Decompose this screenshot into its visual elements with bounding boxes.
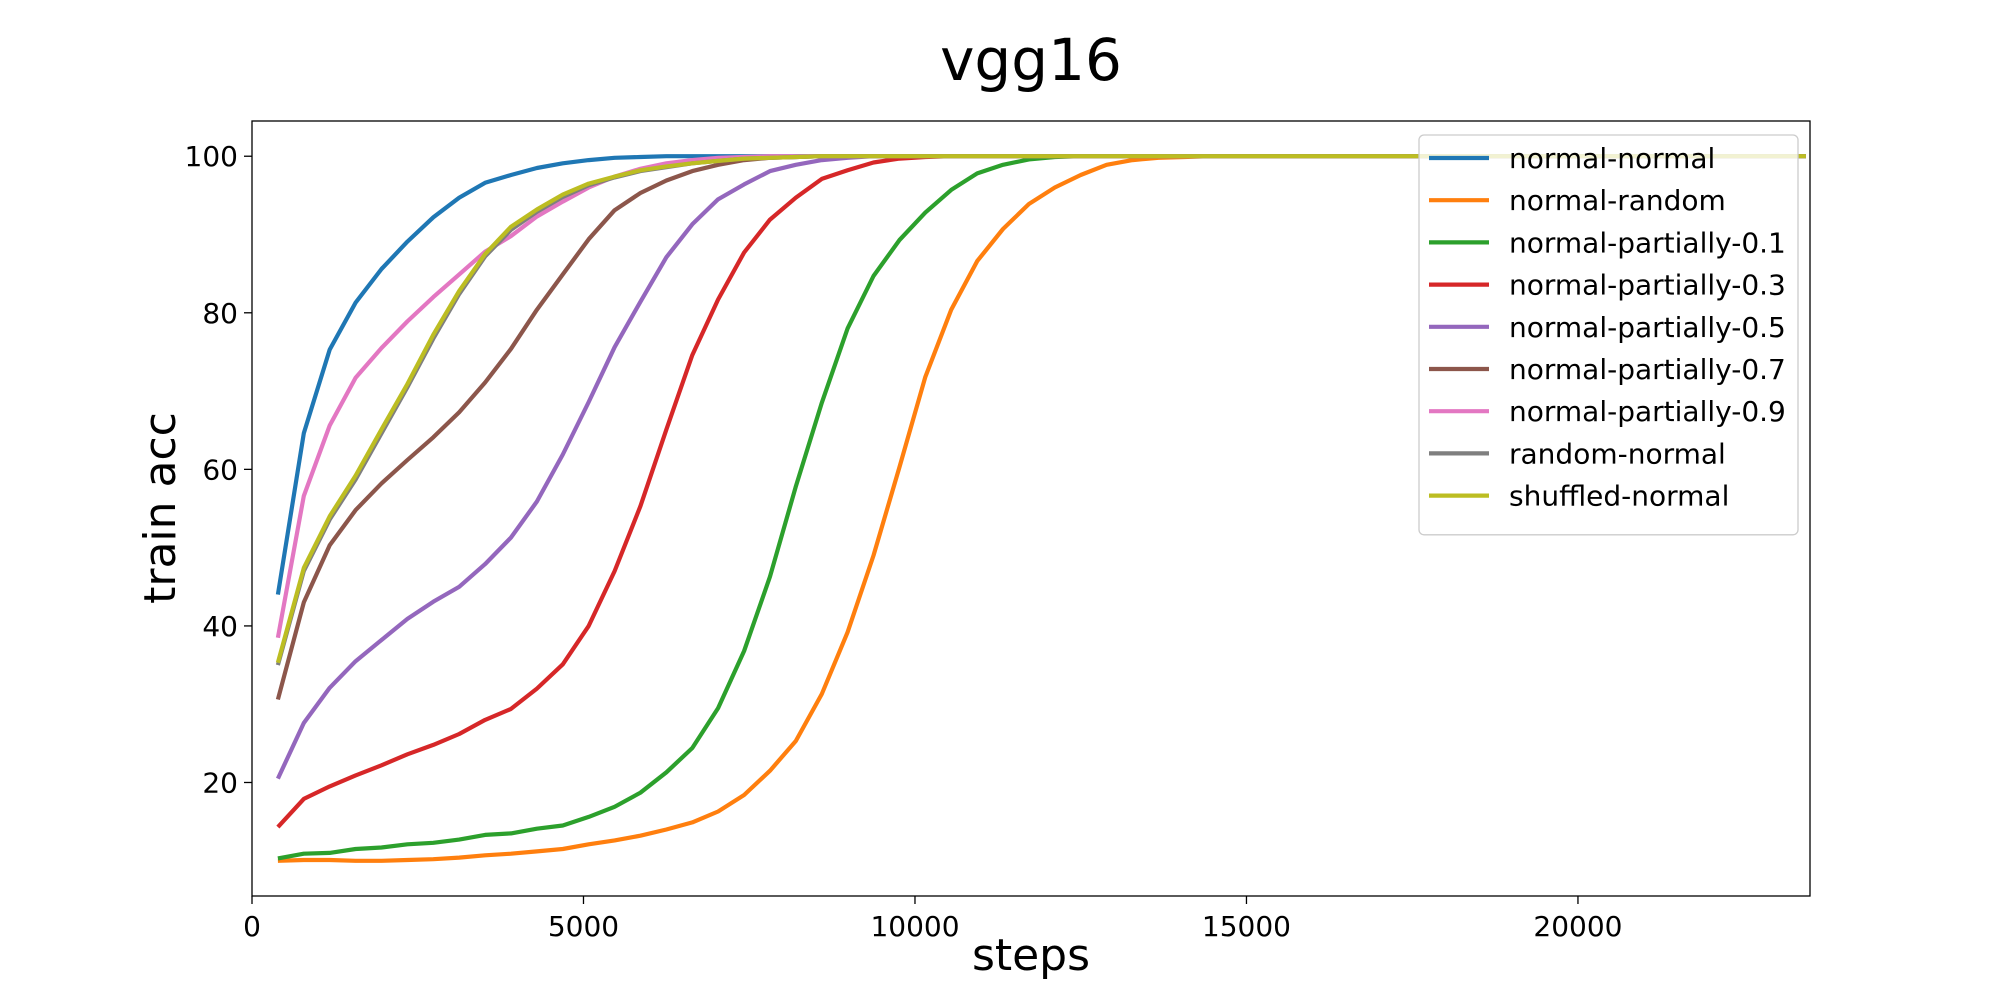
x-tick-label: 5000	[548, 910, 619, 943]
y-tick-label: 20	[202, 766, 238, 799]
x-tick-label: 10000	[870, 910, 959, 943]
legend-label-normal-partially-0.7: normal-partially-0.7	[1509, 353, 1786, 386]
y-axis-label: train acc	[135, 412, 186, 604]
legend-label-random-normal: random-normal	[1509, 437, 1726, 470]
plot-area: 0 5000 10000 15000 20000 20 40 60 80 100 normal-…	[185, 120, 1811, 943]
legend: normal-normal normal-random normal-partial…	[1418, 134, 1799, 536]
legend-label-normal-partially-0.9: normal-partially-0.9	[1509, 395, 1786, 428]
legend-box	[1418, 134, 1799, 536]
chart-title: vgg16	[940, 26, 1122, 94]
legend-label-normal-random: normal-random	[1509, 184, 1726, 217]
x-tick-label: 15000	[1202, 910, 1291, 943]
x-axis-label: steps	[972, 930, 1090, 981]
legend-label-shuffled-normal: shuffled-normal	[1509, 480, 1729, 513]
y-tick-label: 40	[202, 610, 238, 643]
x-axis-ticks: 0 5000 10000 15000 20000	[243, 896, 1622, 943]
axes-frame	[251, 120, 1811, 897]
y-tick-label: 80	[202, 297, 238, 330]
legend-label-normal-partially-0.1: normal-partially-0.1	[1509, 226, 1786, 259]
legend-label-normal-partially-0.3: normal-partially-0.3	[1509, 269, 1786, 302]
y-tick-label: 60	[202, 453, 238, 486]
x-tick-label: 0	[243, 910, 261, 943]
legend-label-normal-normal: normal-normal	[1509, 142, 1715, 175]
legend-label-normal-partially-0.5: normal-partially-0.5	[1509, 311, 1786, 344]
y-tick-label: 100	[185, 140, 238, 173]
y-axis-ticks: 20 40 60 80 100	[185, 140, 252, 799]
x-tick-label: 20000	[1533, 910, 1622, 943]
